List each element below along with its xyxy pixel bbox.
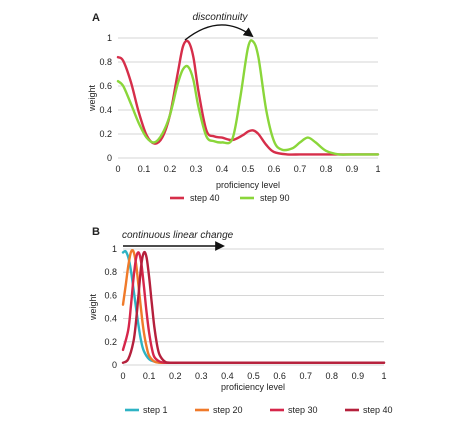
panel-a: A 0 0.2 0.4 0.6 0.8 1 0 0.1 0.2 0.3 0.4 0.5 0.6 0.7 0.8… xyxy=(87,12,381,203)
panel-b-x-tick-label: 1 xyxy=(381,371,386,381)
panel-b-legend-label: step 40 xyxy=(363,405,393,415)
panel-a-x-tick-label: 0.5 xyxy=(242,164,255,174)
panel-a-x-tick-label: 0.7 xyxy=(294,164,307,174)
panel-a-y-tick-label: 0.6 xyxy=(99,81,112,91)
panel-b-x-tick-label: 0.1 xyxy=(143,371,156,381)
panel-b-x-axis-title: proficiency level xyxy=(221,382,285,392)
panel-b-x-tick-label: 0.6 xyxy=(273,371,286,381)
panel-a-y-tick-label: 0.8 xyxy=(99,57,112,67)
panel-b-x-tick-label: 0.4 xyxy=(221,371,234,381)
panel-b-y-tick-label: 0.6 xyxy=(104,290,117,300)
panel-b-series-line xyxy=(121,249,386,364)
panel-a-x-tick-label: 1 xyxy=(375,164,380,174)
panel-a-x-tick-label: 0.3 xyxy=(190,164,203,174)
panel-b: B 0 0.2 0.4 0.6 0.8 1 0 0.1 0.2 0.3 0.4 0.5 0.6 0.7 0.8… xyxy=(88,226,393,415)
panel-b-x-tick-label: 0.9 xyxy=(352,371,365,381)
panel-a-legend-label: step 40 xyxy=(190,193,220,203)
panel-b-series-line xyxy=(121,249,386,364)
panel-b-y-tick-label: 0 xyxy=(112,360,117,370)
panel-a-y-tick-label: 0 xyxy=(107,153,112,163)
panel-b-x-tick-label: 0 xyxy=(120,371,125,381)
panel-b-y-tick-label: 0.2 xyxy=(104,337,117,347)
panel-b-label: B xyxy=(92,226,100,238)
panel-a-series-line xyxy=(116,39,380,156)
panel-b-legend-label: step 30 xyxy=(288,405,318,415)
panel-a-legend-label: step 90 xyxy=(260,193,290,203)
panel-b-x-tick-label: 0.2 xyxy=(169,371,182,381)
panel-b-y-axis-title: weight xyxy=(88,293,98,321)
panel-b-series-line xyxy=(121,250,386,364)
panel-a-x-tick-label: 0.6 xyxy=(268,164,281,174)
panel-b-x-tick-label: 0.8 xyxy=(326,371,339,381)
panel-a-annotation-label: discontinuity xyxy=(192,12,248,23)
panel-b-x-tick-label: 0.5 xyxy=(247,371,260,381)
panel-b-y-tick-label: 0.8 xyxy=(104,267,117,277)
panel-a-x-axis-title: proficiency level xyxy=(216,180,280,190)
panel-a-x-tick-label: 0.1 xyxy=(138,164,151,174)
panel-b-y-tick-label: 0.4 xyxy=(104,314,117,324)
panel-a-x-tick-label: 0.9 xyxy=(346,164,359,174)
panel-b-annotation-label: continuous linear change xyxy=(122,230,234,241)
panel-a-x-tick-label: 0 xyxy=(115,164,120,174)
panel-a-label: A xyxy=(92,12,100,24)
panel-b-x-tick-label: 0.3 xyxy=(195,371,208,381)
panel-b-y-tick-label: 1 xyxy=(112,244,117,254)
panel-b-legend-label: step 1 xyxy=(143,405,168,415)
panel-b-legend-label: step 20 xyxy=(213,405,243,415)
panel-a-annotation-arrow xyxy=(184,24,254,41)
panel-a-series-line xyxy=(116,39,380,156)
panel-a-x-tick-label: 0.8 xyxy=(320,164,333,174)
panel-a-x-tick-label: 0.2 xyxy=(164,164,177,174)
panel-b-series-line xyxy=(121,251,386,364)
panel-a-y-axis-title: weight xyxy=(87,84,97,112)
panel-a-y-tick-label: 1 xyxy=(107,33,112,43)
panel-a-y-tick-label: 0.2 xyxy=(99,129,112,139)
panel-a-x-tick-label: 0.4 xyxy=(216,164,229,174)
panel-b-x-tick-label: 0.7 xyxy=(299,371,312,381)
panel-a-y-tick-label: 0.4 xyxy=(99,105,112,115)
